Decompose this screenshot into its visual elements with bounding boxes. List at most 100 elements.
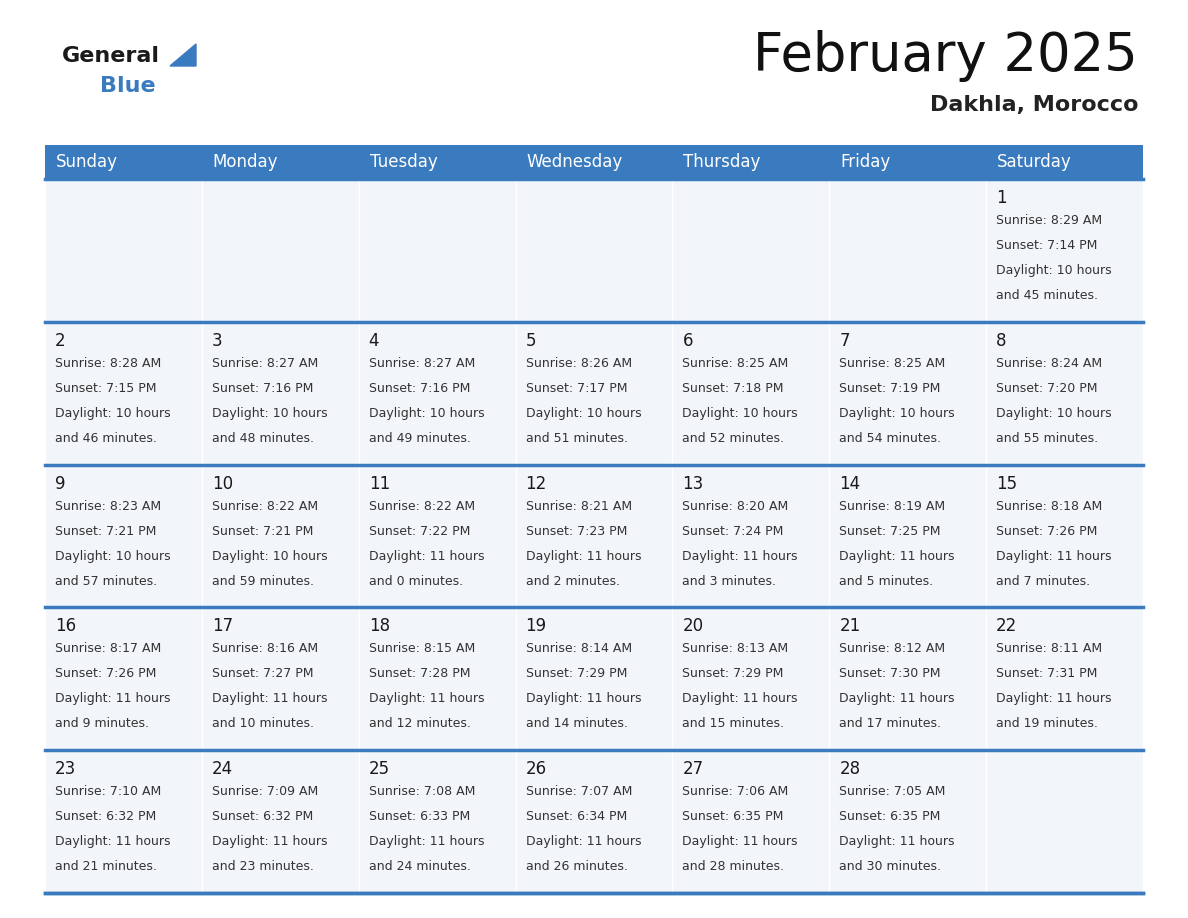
Text: Sunrise: 8:25 AM: Sunrise: 8:25 AM: [839, 357, 946, 370]
Text: Sunset: 6:32 PM: Sunset: 6:32 PM: [55, 811, 157, 823]
Text: Sunset: 7:16 PM: Sunset: 7:16 PM: [368, 382, 470, 395]
Text: and 14 minutes.: and 14 minutes.: [525, 717, 627, 731]
Text: Daylight: 11 hours: Daylight: 11 hours: [368, 835, 485, 848]
Text: and 10 minutes.: and 10 minutes.: [211, 717, 314, 731]
Text: 15: 15: [997, 475, 1017, 493]
Bar: [45, 750, 202, 893]
Text: Sunday: Sunday: [56, 153, 118, 171]
Text: Sunrise: 7:05 AM: Sunrise: 7:05 AM: [839, 785, 946, 798]
Text: 9: 9: [55, 475, 65, 493]
Text: Daylight: 10 hours: Daylight: 10 hours: [997, 407, 1112, 420]
Text: Sunset: 7:29 PM: Sunset: 7:29 PM: [682, 667, 784, 680]
Bar: [45, 322, 202, 465]
Text: Sunrise: 8:15 AM: Sunrise: 8:15 AM: [368, 643, 475, 655]
Text: and 2 minutes.: and 2 minutes.: [525, 575, 620, 588]
Bar: [516, 608, 672, 750]
Text: Daylight: 10 hours: Daylight: 10 hours: [211, 407, 328, 420]
Text: Sunrise: 8:29 AM: Sunrise: 8:29 AM: [997, 214, 1102, 227]
Bar: [202, 750, 359, 893]
Text: Sunrise: 8:19 AM: Sunrise: 8:19 AM: [839, 499, 946, 512]
Bar: [829, 179, 986, 322]
Text: 7: 7: [839, 331, 849, 350]
Text: Sunrise: 7:08 AM: Sunrise: 7:08 AM: [368, 785, 475, 798]
Bar: [986, 145, 1143, 179]
Text: Sunset: 7:15 PM: Sunset: 7:15 PM: [55, 382, 157, 395]
Text: Sunset: 7:18 PM: Sunset: 7:18 PM: [682, 382, 784, 395]
Text: Sunrise: 8:23 AM: Sunrise: 8:23 AM: [55, 499, 162, 512]
Bar: [829, 750, 986, 893]
Text: Daylight: 11 hours: Daylight: 11 hours: [368, 692, 485, 705]
Text: Sunset: 7:16 PM: Sunset: 7:16 PM: [211, 382, 314, 395]
Text: and 51 minutes.: and 51 minutes.: [525, 431, 627, 444]
Text: General: General: [62, 46, 160, 66]
Text: Sunrise: 8:12 AM: Sunrise: 8:12 AM: [839, 643, 946, 655]
Text: 2: 2: [55, 331, 65, 350]
Text: Daylight: 10 hours: Daylight: 10 hours: [368, 407, 485, 420]
Bar: [986, 179, 1143, 322]
Text: Sunset: 7:28 PM: Sunset: 7:28 PM: [368, 667, 470, 680]
Text: Sunset: 7:17 PM: Sunset: 7:17 PM: [525, 382, 627, 395]
Text: Sunset: 7:23 PM: Sunset: 7:23 PM: [525, 524, 627, 538]
Bar: [359, 145, 516, 179]
Text: Sunset: 7:26 PM: Sunset: 7:26 PM: [55, 667, 157, 680]
Text: Daylight: 11 hours: Daylight: 11 hours: [55, 692, 171, 705]
Bar: [202, 608, 359, 750]
Text: Sunset: 7:14 PM: Sunset: 7:14 PM: [997, 239, 1098, 252]
Text: Sunset: 7:31 PM: Sunset: 7:31 PM: [997, 667, 1098, 680]
Text: Daylight: 10 hours: Daylight: 10 hours: [525, 407, 642, 420]
Text: 8: 8: [997, 331, 1006, 350]
Text: Daylight: 11 hours: Daylight: 11 hours: [55, 835, 171, 848]
Text: Thursday: Thursday: [683, 153, 760, 171]
Text: Daylight: 10 hours: Daylight: 10 hours: [55, 550, 171, 563]
Text: Sunset: 7:26 PM: Sunset: 7:26 PM: [997, 524, 1098, 538]
Bar: [45, 608, 202, 750]
Text: Sunset: 7:21 PM: Sunset: 7:21 PM: [211, 524, 314, 538]
Text: Sunset: 7:20 PM: Sunset: 7:20 PM: [997, 382, 1098, 395]
Text: Sunset: 6:35 PM: Sunset: 6:35 PM: [839, 811, 941, 823]
Text: and 0 minutes.: and 0 minutes.: [368, 575, 463, 588]
Text: Daylight: 11 hours: Daylight: 11 hours: [682, 692, 798, 705]
Text: and 28 minutes.: and 28 minutes.: [682, 860, 784, 873]
Bar: [829, 608, 986, 750]
Text: and 55 minutes.: and 55 minutes.: [997, 431, 1098, 444]
Text: 18: 18: [368, 618, 390, 635]
Text: 22: 22: [997, 618, 1017, 635]
Text: Daylight: 10 hours: Daylight: 10 hours: [682, 407, 798, 420]
Bar: [672, 322, 829, 465]
Bar: [516, 750, 672, 893]
Text: 26: 26: [525, 760, 546, 778]
Text: and 52 minutes.: and 52 minutes.: [682, 431, 784, 444]
Text: 11: 11: [368, 475, 390, 493]
Text: 5: 5: [525, 331, 536, 350]
Bar: [986, 750, 1143, 893]
Text: 13: 13: [682, 475, 703, 493]
Text: Sunset: 7:30 PM: Sunset: 7:30 PM: [839, 667, 941, 680]
Text: and 30 minutes.: and 30 minutes.: [839, 860, 941, 873]
Text: February 2025: February 2025: [753, 30, 1138, 82]
Bar: [359, 322, 516, 465]
Text: Sunrise: 8:24 AM: Sunrise: 8:24 AM: [997, 357, 1102, 370]
Text: and 17 minutes.: and 17 minutes.: [839, 717, 941, 731]
Text: Daylight: 11 hours: Daylight: 11 hours: [211, 835, 328, 848]
Text: Monday: Monday: [213, 153, 278, 171]
Text: Sunrise: 7:06 AM: Sunrise: 7:06 AM: [682, 785, 789, 798]
Text: Sunrise: 8:21 AM: Sunrise: 8:21 AM: [525, 499, 632, 512]
Text: Sunrise: 7:10 AM: Sunrise: 7:10 AM: [55, 785, 162, 798]
Text: and 26 minutes.: and 26 minutes.: [525, 860, 627, 873]
Text: Daylight: 10 hours: Daylight: 10 hours: [211, 550, 328, 563]
Text: and 49 minutes.: and 49 minutes.: [368, 431, 470, 444]
Text: Sunset: 7:19 PM: Sunset: 7:19 PM: [839, 382, 941, 395]
Text: Daylight: 11 hours: Daylight: 11 hours: [839, 550, 955, 563]
Text: and 57 minutes.: and 57 minutes.: [55, 575, 157, 588]
Bar: [359, 608, 516, 750]
Text: 23: 23: [55, 760, 76, 778]
Text: Wednesday: Wednesday: [526, 153, 623, 171]
Bar: [202, 322, 359, 465]
Text: 20: 20: [682, 618, 703, 635]
Text: and 59 minutes.: and 59 minutes.: [211, 575, 314, 588]
Text: and 19 minutes.: and 19 minutes.: [997, 717, 1098, 731]
Text: and 5 minutes.: and 5 minutes.: [839, 575, 934, 588]
Bar: [45, 145, 202, 179]
Text: Daylight: 11 hours: Daylight: 11 hours: [839, 835, 955, 848]
Text: Daylight: 11 hours: Daylight: 11 hours: [525, 835, 642, 848]
